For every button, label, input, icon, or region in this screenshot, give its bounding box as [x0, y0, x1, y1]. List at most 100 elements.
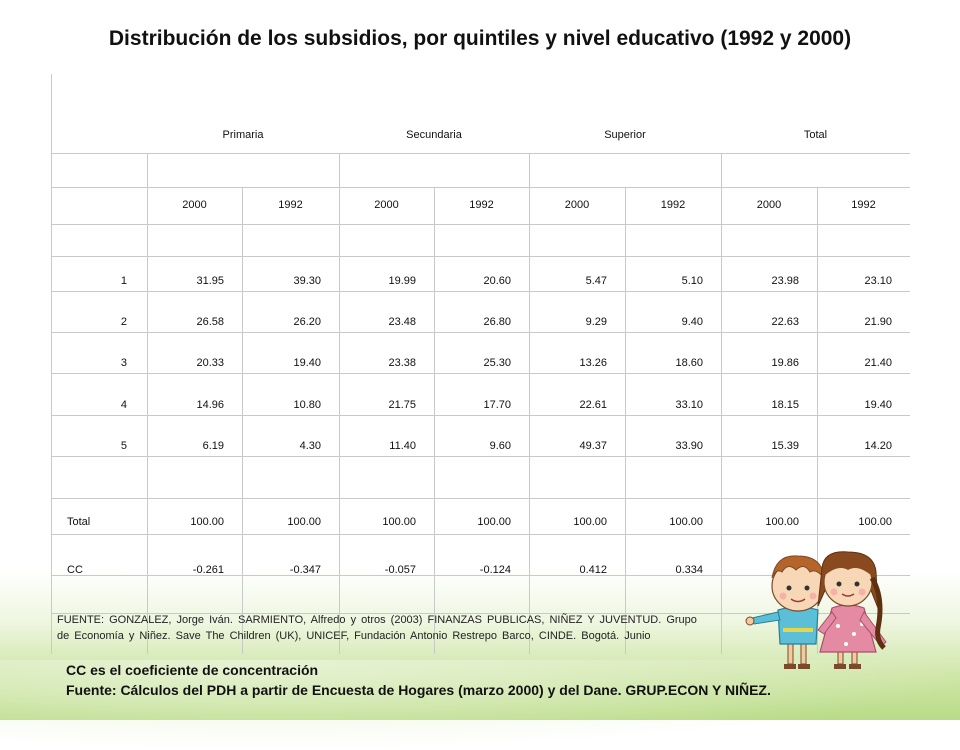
- grid-line-h: [51, 291, 910, 292]
- table-cell: 9.29: [585, 316, 607, 328]
- year-header: 1992: [851, 199, 876, 211]
- table-cell: 26.58: [196, 316, 224, 328]
- table-cell: 19.99: [388, 275, 416, 287]
- table-cell: 100.00: [669, 516, 703, 528]
- year-header: 2000: [756, 199, 782, 211]
- grid-line-v: [339, 153, 340, 654]
- grid-line-h: [51, 256, 910, 257]
- table-cell: 0.334: [675, 564, 703, 576]
- children-illustration: [745, 551, 887, 669]
- girl-figure: [817, 551, 887, 669]
- cc-note: CC es el coeficiente de concentración: [66, 662, 319, 678]
- table-cell: 26.80: [483, 316, 511, 328]
- table-cell: 100.00: [477, 516, 511, 528]
- grid-line-v: [817, 187, 818, 654]
- table-cell: 23.98: [771, 275, 799, 287]
- table-cell: 100.00: [287, 516, 321, 528]
- grid-line-v: [147, 153, 148, 654]
- table-cell: 26.20: [293, 316, 321, 328]
- grid-line-h: [51, 153, 910, 154]
- grid-line-v: [434, 187, 435, 654]
- source-note: Fuente: Cálculos del PDH a partir de Enc…: [66, 682, 771, 698]
- table-cell: 100.00: [382, 516, 416, 528]
- subsidies-table: Primaria Secundaria Superior Total 2000 1992 2…: [51, 74, 910, 654]
- year-header: 1992: [660, 199, 686, 211]
- table-cell: 6.19: [202, 440, 224, 452]
- year-header: 1992: [278, 199, 303, 211]
- grid-line-v: [529, 153, 530, 654]
- table-cell: 17.70: [483, 399, 511, 411]
- year-header: 2000: [374, 199, 399, 211]
- table-cell: 15.39: [771, 440, 799, 452]
- table-cell: -0.124: [479, 564, 511, 576]
- row-label: 2: [120, 316, 127, 328]
- table-cell: 20.60: [483, 275, 511, 287]
- table-cell: 21.40: [864, 357, 892, 369]
- slide-title: Distribución de los subsidios, por quint…: [108, 27, 852, 50]
- table-cell: 10.80: [293, 399, 321, 411]
- table-cell: 21.90: [864, 316, 892, 328]
- table-cell: 5.47: [585, 275, 607, 287]
- row-label: 3: [120, 357, 127, 369]
- level-header: Primaria: [222, 129, 264, 141]
- table-cell: 18.15: [771, 399, 799, 411]
- grid-line-h: [51, 187, 910, 188]
- table-cell: 25.30: [483, 357, 511, 369]
- level-header: Secundaria: [406, 129, 462, 141]
- table-cell: 100.00: [765, 516, 799, 528]
- table-cell: 9.60: [489, 440, 511, 452]
- grid-line-h: [51, 534, 910, 535]
- grid-line-v: [51, 74, 52, 654]
- grid-line-h: [51, 575, 910, 576]
- table-cell: 4.30: [299, 440, 321, 452]
- table-cell: 33.90: [675, 440, 703, 452]
- grid-line-h: [51, 373, 910, 374]
- year-header: 2000: [182, 199, 207, 211]
- table-cell: 19.86: [771, 357, 799, 369]
- year-header: 1992: [469, 199, 494, 211]
- grid-line-h: [51, 332, 910, 333]
- boy-figure: [745, 555, 825, 669]
- table-cell: 22.61: [579, 399, 607, 411]
- row-label: Total: [67, 516, 91, 528]
- table-cell: 22.63: [771, 316, 799, 328]
- grid-line-v: [721, 153, 722, 654]
- grid-line-h: [51, 613, 910, 614]
- grid-line-h: [51, 498, 910, 499]
- source-citation: FUENTE: GONZALEZ, Jorge Iván. SARMIENTO,…: [57, 614, 697, 642]
- grid-line-h: [51, 224, 910, 225]
- table-cell: 13.26: [579, 357, 607, 369]
- table-cell: -0.261: [192, 564, 224, 576]
- table-cell: 14.96: [196, 399, 224, 411]
- grid-line-v: [625, 187, 626, 654]
- table-cell: 39.30: [293, 275, 321, 287]
- table-cell: 33.10: [675, 399, 703, 411]
- table-cell: 31.95: [196, 275, 224, 287]
- grid-line-v: [242, 187, 243, 654]
- table-cell: 23.10: [864, 275, 892, 287]
- table-cell: 23.48: [388, 316, 416, 328]
- table-cell: 23.38: [388, 357, 416, 369]
- table-cell: 100.00: [190, 516, 224, 528]
- table-cell: 0.412: [579, 564, 607, 576]
- row-label: 5: [120, 440, 127, 452]
- table-cell: 21.75: [388, 399, 416, 411]
- table-cell: 5.10: [681, 275, 703, 287]
- table-cell: 100.00: [573, 516, 607, 528]
- table-cell: 20.33: [196, 357, 224, 369]
- table-cell: 19.40: [864, 399, 892, 411]
- level-header: Superior: [604, 129, 646, 141]
- table-cell: 19.40: [293, 357, 321, 369]
- row-label: 1: [120, 275, 127, 287]
- table-cell: 100.00: [858, 516, 892, 528]
- table-cell: 18.60: [675, 357, 703, 369]
- grid-line-h: [51, 415, 910, 416]
- table-cell: 11.40: [389, 440, 416, 452]
- row-label: CC: [67, 564, 83, 576]
- row-label: 4: [120, 399, 127, 411]
- table-cell: -0.057: [384, 564, 416, 576]
- table-cell: 9.40: [681, 316, 703, 328]
- table-cell: 49.37: [579, 440, 607, 452]
- grid-line-h: [51, 456, 910, 457]
- table-cell: 14.20: [864, 440, 892, 452]
